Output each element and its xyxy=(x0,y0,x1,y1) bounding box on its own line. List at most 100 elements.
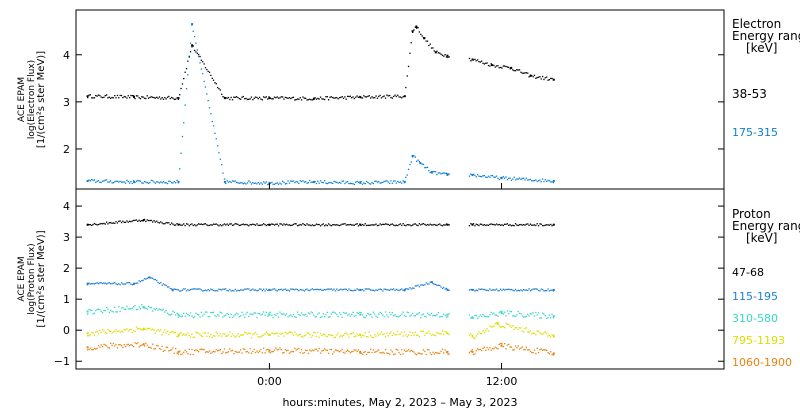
data-point xyxy=(89,224,91,226)
data-point xyxy=(208,336,211,338)
data-point xyxy=(203,332,205,334)
data-point xyxy=(120,307,123,309)
data-point xyxy=(306,182,308,184)
data-point xyxy=(203,313,205,315)
data-point xyxy=(536,180,538,183)
data-point xyxy=(391,97,393,99)
data-point xyxy=(115,329,117,331)
data-point xyxy=(540,78,542,80)
data-point xyxy=(387,335,389,337)
data-point xyxy=(141,96,143,98)
data-point xyxy=(470,317,472,319)
data-point-anchor xyxy=(359,313,362,316)
data-point xyxy=(540,288,542,290)
data-point xyxy=(229,180,231,183)
data-point xyxy=(160,221,162,223)
data-point xyxy=(108,311,110,313)
data-point xyxy=(426,283,429,285)
data-point xyxy=(303,314,305,316)
data-point xyxy=(176,179,178,182)
data-point xyxy=(261,335,263,337)
data-point xyxy=(150,347,152,349)
series-115-195 xyxy=(86,276,555,292)
data-point xyxy=(195,42,197,44)
data-point xyxy=(89,309,91,311)
data-point xyxy=(160,282,162,284)
data-point xyxy=(231,349,234,352)
data-point xyxy=(248,352,250,354)
data-point xyxy=(485,224,487,227)
data-point xyxy=(394,180,396,182)
data-point xyxy=(254,312,257,314)
data-point xyxy=(468,334,471,336)
data-point xyxy=(210,74,212,76)
data-point xyxy=(403,331,406,333)
data-point xyxy=(240,289,242,291)
data-point xyxy=(149,96,151,99)
data-point xyxy=(367,288,369,290)
data-point xyxy=(546,76,548,78)
data-point xyxy=(355,335,357,337)
data-point xyxy=(160,309,162,311)
data-point xyxy=(115,97,117,99)
data-point xyxy=(474,225,476,227)
data-point xyxy=(298,182,300,185)
data-point xyxy=(147,346,150,348)
data-point xyxy=(376,350,379,352)
data-point xyxy=(123,181,125,183)
data-point xyxy=(273,313,276,316)
data-point xyxy=(133,95,135,97)
data-point xyxy=(234,223,236,225)
data-point xyxy=(314,316,316,318)
data-point xyxy=(300,99,303,101)
data-point xyxy=(510,311,513,313)
data-point xyxy=(194,224,196,226)
data-point xyxy=(299,288,301,291)
data-point xyxy=(490,63,492,65)
data-point xyxy=(171,331,173,333)
data-point xyxy=(199,288,201,290)
data-point xyxy=(195,312,197,314)
data-point xyxy=(497,290,499,292)
data-point xyxy=(229,316,231,318)
data-point xyxy=(399,223,402,225)
data-point xyxy=(269,182,272,184)
data-point xyxy=(349,289,351,291)
data-point xyxy=(521,315,523,317)
data-point xyxy=(290,314,292,316)
data-point xyxy=(318,98,320,100)
data-point xyxy=(395,288,397,291)
data-point xyxy=(280,183,282,185)
data-point-anchor xyxy=(177,97,180,100)
data-point xyxy=(300,180,303,183)
data-point xyxy=(340,313,342,316)
data-point xyxy=(156,344,158,347)
data-point xyxy=(514,223,517,225)
data-point xyxy=(160,181,162,183)
data-point xyxy=(87,284,89,286)
data-point xyxy=(290,224,292,227)
data-point xyxy=(413,315,415,317)
data-point xyxy=(422,284,425,286)
data-point xyxy=(185,223,188,225)
data-point xyxy=(489,325,491,327)
data-point xyxy=(260,335,262,338)
data-point xyxy=(185,88,188,90)
data-point xyxy=(305,334,307,336)
data-point xyxy=(276,313,278,315)
data-point xyxy=(552,182,555,184)
data-point xyxy=(227,224,230,226)
data-point xyxy=(283,98,285,100)
data-point xyxy=(256,183,258,185)
data-point xyxy=(424,167,426,169)
data-point xyxy=(324,316,326,318)
data-point xyxy=(332,96,334,99)
data-point xyxy=(514,345,517,347)
data-point xyxy=(390,349,392,351)
data-point xyxy=(497,315,499,317)
data-point xyxy=(430,312,433,315)
data-point xyxy=(383,223,385,226)
data-point xyxy=(520,71,522,73)
data-point xyxy=(401,224,403,227)
data-point xyxy=(212,223,215,225)
